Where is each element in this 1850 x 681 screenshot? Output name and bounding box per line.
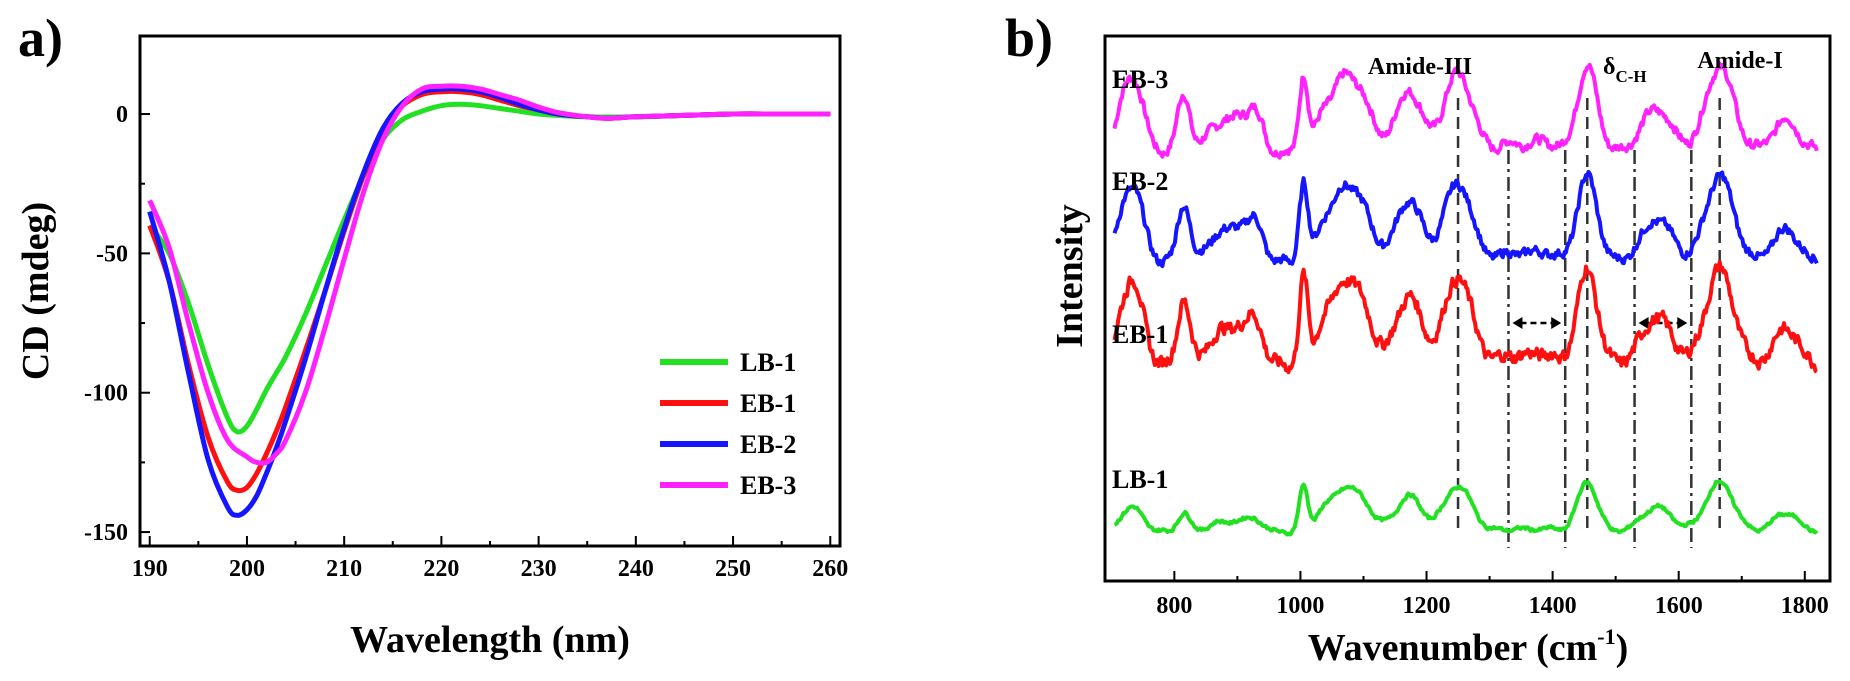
amide-iii-annotation: Amide-III xyxy=(1368,54,1472,80)
amide-i-annotation: Amide-I xyxy=(1697,48,1782,74)
b-x-tick-label: 1800 xyxy=(1781,593,1829,619)
delta-subscript: C-H xyxy=(1615,67,1646,86)
b-series-label-eb-3: EB-3 xyxy=(1112,65,1168,94)
b-spectrum-eb-1 xyxy=(1112,259,1818,375)
b-series-label-eb-2: EB-2 xyxy=(1112,167,1168,196)
panel-a-y-axis-title: CD (mdeg) xyxy=(15,202,57,380)
a-x-tick-label: 260 xyxy=(812,556,848,582)
a-series-line-lb-1 xyxy=(147,101,831,435)
a-x-tick-label: 200 xyxy=(229,556,265,582)
a-x-tick-label: 190 xyxy=(132,556,168,582)
b-spectrum-eb-2 xyxy=(1112,169,1819,269)
x-title-end: ) xyxy=(1616,627,1629,669)
panel-b-curves xyxy=(1112,61,1819,537)
a-series-line-eb-1 xyxy=(147,88,831,494)
b-x-tick-label: 1000 xyxy=(1276,593,1324,619)
x-title-main: Wavenumber (cm xyxy=(1308,627,1598,669)
a-series-line-eb-3 xyxy=(147,83,831,466)
a-y-tick-label: -150 xyxy=(84,520,128,546)
b-spectrum-eb-3 xyxy=(1112,61,1819,160)
panel-b: b) EB-3 EB-2 EB-1 LB-1 800 1000 1200 1400 1600 1… xyxy=(1005,8,1832,669)
a-x-tick-label: 220 xyxy=(423,556,459,582)
legend-label-eb-1: EB-1 xyxy=(740,389,796,418)
panel-a: a) 190 200 210 220 230 240 250 2600-50-100-150 … xyxy=(15,8,848,661)
delta-symbol: δ xyxy=(1603,54,1615,80)
legend-label-eb-2: EB-2 xyxy=(740,430,796,459)
panel-a-label: a) xyxy=(18,8,63,68)
b-range-arrow-head-left xyxy=(1512,317,1523,329)
a-x-tick-label: 250 xyxy=(715,556,751,582)
panel-a-curves xyxy=(147,83,831,518)
panel-b-frame xyxy=(1103,34,1832,583)
b-range-arrow-head-right xyxy=(1677,317,1688,329)
panel-b-label: b) xyxy=(1005,8,1053,68)
b-series-label-eb-1: EB-1 xyxy=(1112,320,1168,349)
b-x-tick-label: 1200 xyxy=(1403,593,1451,619)
b-x-tick-label: 1400 xyxy=(1529,593,1577,619)
panel-a-legend: LB-1 EB-1 EB-2 EB-3 xyxy=(660,348,796,500)
legend-label-eb-3: EB-3 xyxy=(740,471,796,500)
b-range-arrow-head-right xyxy=(1551,317,1562,329)
a-series-line-eb-2 xyxy=(147,86,831,518)
panel-a-x-axis-title: Wavelength (nm) xyxy=(350,619,630,661)
a-y-tick-label: -100 xyxy=(84,381,128,407)
b-series-label-lb-1: LB-1 xyxy=(1112,465,1168,494)
panel-b-x-axis-title: Wavenumber (cm-1) xyxy=(1308,624,1629,669)
delta-ch-annotation: δC-H xyxy=(1603,54,1647,86)
panel-b-series-labels: EB-3 EB-2 EB-1 LB-1 xyxy=(1112,65,1168,494)
panel-b-ticks: 800 1000 1200 1400 1600 1800 xyxy=(1156,571,1829,619)
x-title-sup: -1 xyxy=(1597,624,1615,649)
a-x-tick-label: 240 xyxy=(618,556,654,582)
a-x-tick-label: 210 xyxy=(326,556,362,582)
a-x-tick-label: 230 xyxy=(521,556,557,582)
b-range-arrow-head-left xyxy=(1638,317,1649,329)
b-x-tick-label: 1600 xyxy=(1655,593,1703,619)
panel-b-y-axis-title: Intensity xyxy=(1049,204,1091,348)
legend-label-lb-1: LB-1 xyxy=(740,348,796,377)
panel-a-ticks: 190 200 210 220 230 240 250 260 0 -50 -100 -150 xyxy=(84,102,848,582)
b-x-tick-label: 800 xyxy=(1156,593,1192,619)
a-y-tick-label: -50 xyxy=(96,241,128,267)
a-y-tick-label: 0 xyxy=(116,102,128,128)
b-spectrum-lb-1 xyxy=(1113,479,1819,537)
